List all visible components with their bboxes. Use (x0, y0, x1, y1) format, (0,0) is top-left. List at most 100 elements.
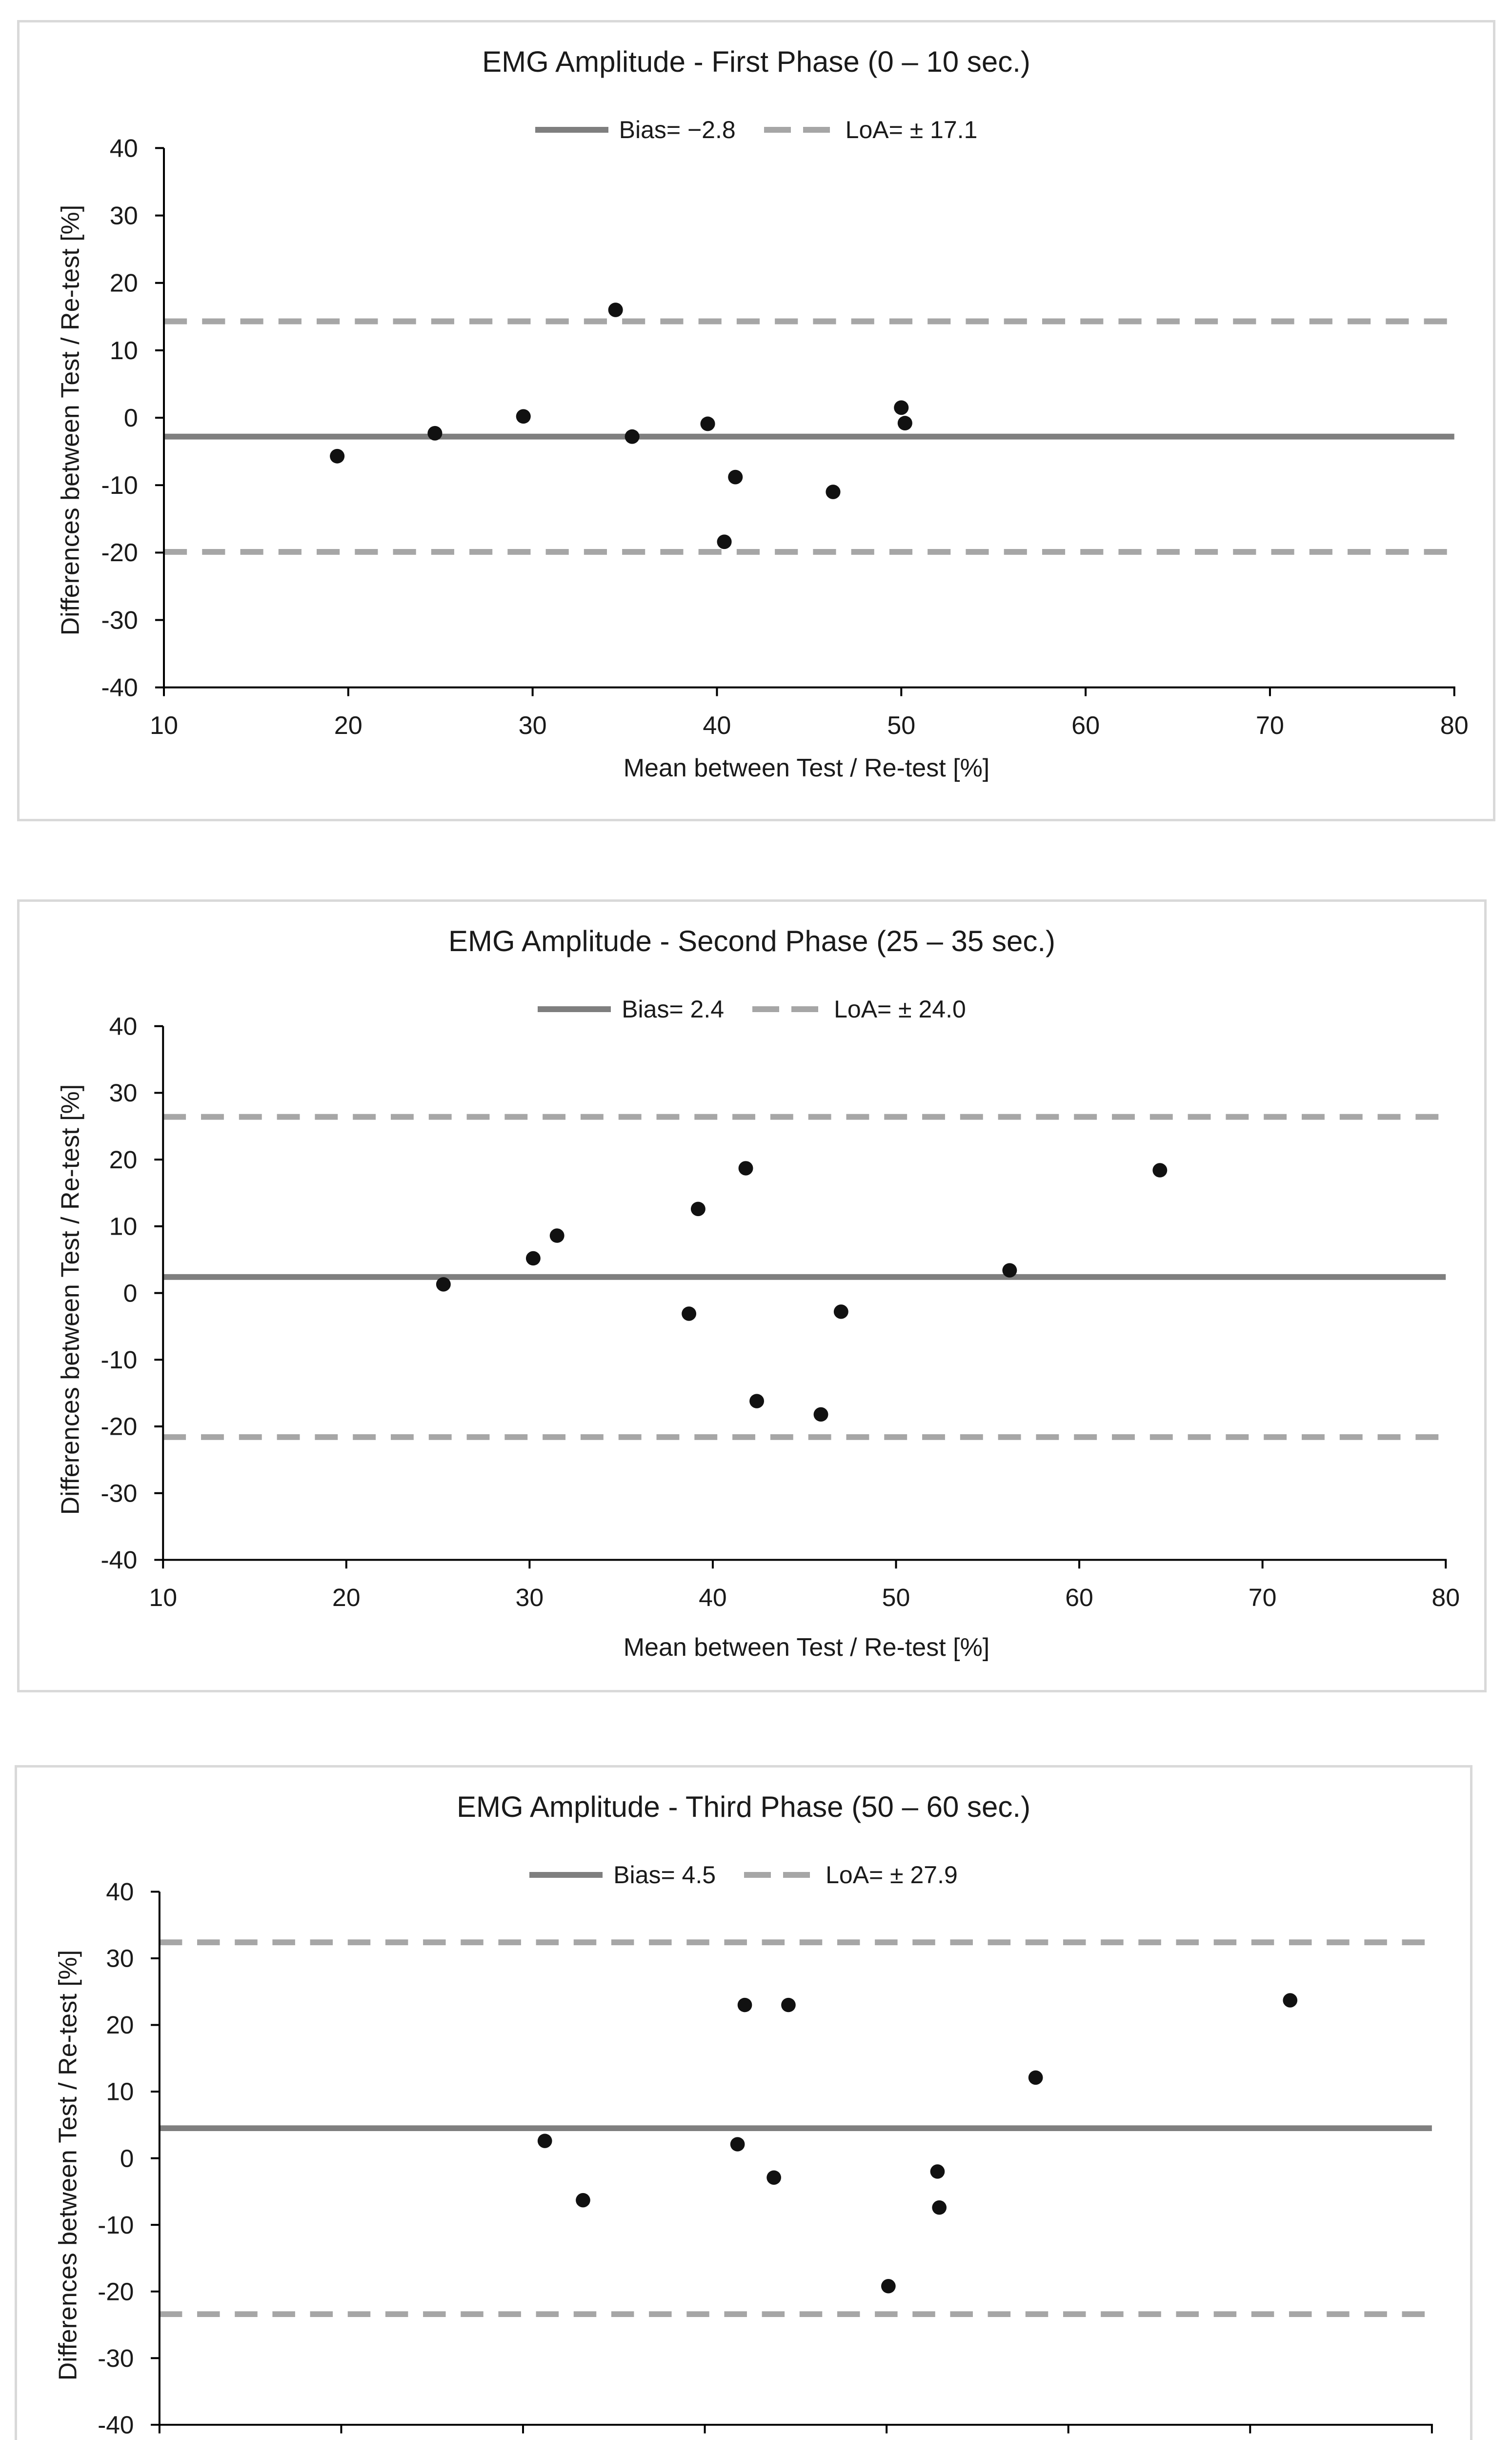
y-tick-label: -30 (101, 1479, 137, 1507)
y-tick-label: 30 (110, 202, 138, 230)
data-point (330, 448, 345, 464)
y-tick-label: 40 (109, 1012, 138, 1040)
y-tick-label: -30 (101, 607, 138, 635)
legend-item-loa: LoA= ± 17.1 (764, 116, 977, 144)
y-tick-label: 0 (123, 1279, 138, 1307)
chart-legend: Bias= 4.5 LoA= ± 27.9 (17, 1860, 1470, 1890)
bias-line-swatch-icon (529, 1872, 603, 1878)
x-tick-label: 60 (1065, 1583, 1093, 1611)
y-tick-label: 0 (124, 404, 138, 432)
data-point (717, 534, 732, 549)
data-point (930, 2164, 945, 2179)
data-point (576, 2193, 590, 2208)
y-tick-label: 0 (120, 2144, 134, 2172)
data-point (1152, 1163, 1168, 1178)
x-tick-label: 30 (516, 1583, 544, 1611)
data-point (1028, 2070, 1043, 2085)
data-point (833, 1304, 848, 1319)
data-point (682, 1306, 697, 1321)
y-tick-label: 40 (110, 135, 138, 163)
legend-item-bias: Bias= 2.4 (538, 995, 724, 1023)
y-tick-label: 30 (109, 1078, 138, 1107)
legend-item-bias: Bias= 4.5 (529, 1861, 716, 1889)
chart-title: EMG Amplitude - Second Phase (25 – 35 se… (448, 925, 1055, 957)
data-point (427, 426, 443, 441)
x-tick-label: 80 (1440, 712, 1469, 740)
data-point (897, 416, 912, 430)
y-tick-label: -40 (101, 1545, 137, 1574)
chart-legend: Bias= −2.8 LoA= ± 17.1 (20, 115, 1493, 144)
y-tick-label: 20 (109, 1145, 138, 1174)
y-tick-label: -20 (98, 2278, 134, 2306)
data-point (737, 1997, 752, 2013)
data-point (537, 2134, 552, 2148)
x-tick-label: 60 (1071, 712, 1100, 740)
data-point (738, 1161, 753, 1176)
x-tick-label: 70 (1249, 1583, 1277, 1611)
data-point (1002, 1263, 1017, 1278)
y-tick-label: -20 (101, 539, 138, 567)
data-point (749, 1394, 765, 1408)
data-point (781, 1997, 796, 2013)
data-point (690, 1201, 706, 1217)
chart-panel-third-phase: EMG Amplitude - Third Phase (50 – 60 sec… (15, 1765, 1472, 2440)
y-tick-label: -40 (98, 2411, 134, 2439)
loa-dashed-line-swatch-icon (764, 127, 835, 133)
x-tick-label: 10 (149, 1583, 177, 1611)
x-tick-label: 70 (1256, 712, 1284, 740)
x-tick-label: 30 (519, 712, 547, 740)
data-point (728, 469, 743, 485)
y-tick-label: -30 (98, 2344, 134, 2372)
data-point (608, 303, 623, 317)
x-tick-label: 50 (887, 712, 915, 740)
y-tick-label: 10 (106, 2078, 134, 2106)
x-axis-title: Mean between Test / Re-test [%] (623, 1633, 990, 1662)
bias-legend-label: Bias= 4.5 (613, 1861, 716, 1889)
data-point (436, 1277, 451, 1292)
bias-legend-label: Bias= −2.8 (619, 116, 736, 143)
y-tick-label: 10 (110, 337, 138, 365)
data-point (766, 2170, 781, 2185)
y-tick-label: 30 (106, 1945, 134, 1972)
chart-legend: Bias= 2.4 LoA= ± 24.0 (20, 995, 1484, 1024)
y-tick-label: 20 (106, 2011, 134, 2039)
bias-line-swatch-icon (538, 1006, 611, 1012)
x-tick-label: 40 (703, 712, 731, 740)
x-tick-label: 50 (882, 1583, 910, 1611)
y-tick-label: -20 (101, 1412, 137, 1441)
y-tick-label: -40 (101, 674, 138, 702)
chart-title: EMG Amplitude - First Phase (0 – 10 sec.… (482, 45, 1030, 78)
data-point (549, 1228, 564, 1243)
y-tick-label: -10 (101, 471, 138, 500)
plot-area: 40 30 20 10 0 -10 -20 -30 -40 10 20 30 40 50 60 70 80 (101, 135, 1469, 740)
data-point (516, 409, 531, 424)
data-point (730, 2137, 745, 2152)
y-tick-label: -10 (98, 2211, 134, 2239)
legend-item-bias: Bias= −2.8 (535, 116, 736, 144)
data-point (625, 429, 640, 444)
x-tick-label: 10 (150, 712, 178, 740)
data-point (813, 1407, 828, 1422)
loa-legend-label: LoA= ± 27.9 (826, 1861, 958, 1889)
loa-dashed-line-swatch-icon (752, 1006, 824, 1012)
loa-legend-label: LoA= ± 24.0 (834, 996, 966, 1023)
chart-title: EMG Amplitude - Third Phase (50 – 60 sec… (456, 1790, 1031, 1823)
plot-area: 40 30 20 10 0 -10 -20 -30 -40 10 20 30 40 50 60 70 80 (101, 1012, 1460, 1611)
data-point (525, 1251, 541, 1266)
chart-panel-first-phase: EMG Amplitude - First Phase (0 – 10 sec.… (17, 20, 1495, 821)
y-tick-label: 20 (110, 269, 138, 298)
legend-item-loa: LoA= ± 27.9 (744, 1861, 958, 1889)
y-tick-label: 10 (109, 1212, 138, 1240)
data-point (826, 485, 841, 499)
data-point (881, 2279, 896, 2294)
data-point (932, 2200, 947, 2215)
bias-legend-label: Bias= 2.4 (622, 996, 725, 1023)
x-tick-label: 20 (334, 712, 363, 740)
data-point (894, 400, 909, 415)
data-point (1283, 1993, 1298, 2008)
chart-panel-second-phase: EMG Amplitude - Second Phase (25 – 35 se… (17, 899, 1487, 1692)
x-tick-label: 20 (332, 1583, 361, 1611)
y-tick-label: 40 (106, 1878, 134, 1906)
data-point (700, 416, 715, 431)
